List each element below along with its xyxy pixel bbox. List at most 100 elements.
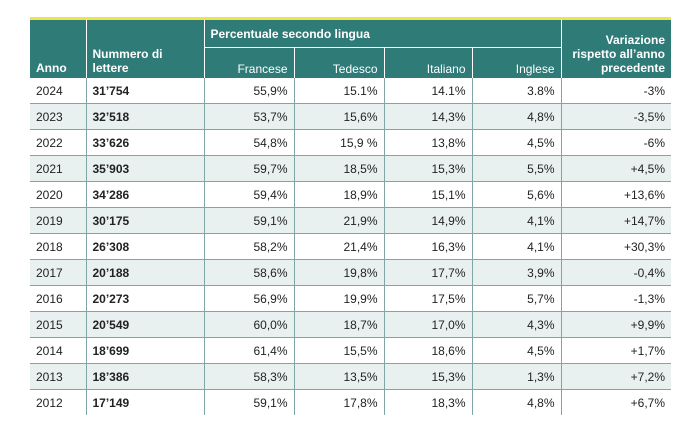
cell-german: 15,5% xyxy=(293,337,384,364)
cell-variation: -0,4% xyxy=(560,259,671,286)
cell-german: 21,9% xyxy=(293,207,384,234)
cell-french: 55,9% xyxy=(203,78,294,104)
cell-year: 2020 xyxy=(30,181,86,208)
cell-german: 15,6% xyxy=(293,103,384,130)
cell-french: 58,3% xyxy=(203,363,294,390)
cell-year: 2022 xyxy=(30,129,86,156)
cell-french: 61,4% xyxy=(203,337,294,364)
cell-english: 4,1% xyxy=(471,233,561,260)
table-row: 2023 32’518 53,7% 15,6% 14,3% 4,8% -3,5% xyxy=(30,103,671,130)
table-row: 2024 31’754 55,9% 15.1% 14.1% 3.8% -3% xyxy=(30,78,671,104)
cell-french: 58,6% xyxy=(203,259,294,286)
table-row: 2017 20’188 58,6% 19,8% 17,7% 3,9% -0,4% xyxy=(30,259,671,286)
cell-german: 19,9% xyxy=(293,285,384,312)
accent-bar xyxy=(30,17,671,20)
cell-french: 53,7% xyxy=(203,103,294,130)
cell-english: 4,3% xyxy=(471,311,561,338)
cell-english: 5,7% xyxy=(471,285,561,312)
header-second-language: Percentuale secondo lingua xyxy=(203,20,561,48)
cell-italian: 14,9% xyxy=(383,207,472,234)
header-letters: Nummero di lettere xyxy=(85,20,204,78)
cell-letters: 20’188 xyxy=(85,259,204,286)
cell-german: 19,8% xyxy=(293,259,384,286)
cell-italian: 17,5% xyxy=(383,285,472,312)
cell-french: 59,7% xyxy=(203,155,294,182)
cell-letters: 34’286 xyxy=(85,181,204,208)
cell-variation: +4,5% xyxy=(560,155,671,182)
cell-italian: 15,3% xyxy=(383,363,472,390)
cell-variation: +9,9% xyxy=(560,311,671,338)
cell-french: 59,1% xyxy=(203,389,294,415)
cell-italian: 17,0% xyxy=(383,311,472,338)
cell-letters: 35’903 xyxy=(85,155,204,182)
cell-french: 60,0% xyxy=(203,311,294,338)
header-english: Inglese xyxy=(471,47,561,78)
cell-letters: 18’699 xyxy=(85,337,204,364)
cell-english: 4,1% xyxy=(471,207,561,234)
cell-german: 21,4% xyxy=(293,233,384,260)
cell-french: 56,9% xyxy=(203,285,294,312)
cell-year: 2023 xyxy=(30,103,86,130)
cell-german: 18,5% xyxy=(293,155,384,182)
cell-letters: 32’518 xyxy=(85,103,204,130)
cell-german: 13,5% xyxy=(293,363,384,390)
table-row: 2022 33’626 54,8% 15,9 % 13,8% 4,5% -6% xyxy=(30,129,671,156)
table-row: 2012 17’149 59,1% 17,8% 18,3% 4,8% +6,7% xyxy=(30,389,671,415)
cell-variation: +30,3% xyxy=(560,233,671,260)
header-french: Francese xyxy=(203,47,294,78)
table-row: 2021 35’903 59,7% 18,5% 15,3% 5,5% +4,5% xyxy=(30,155,671,182)
cell-letters: 31’754 xyxy=(85,78,204,104)
cell-german: 15.1% xyxy=(293,78,384,104)
cell-variation: +13,6% xyxy=(560,181,671,208)
cell-variation: +1,7% xyxy=(560,337,671,364)
cell-french: 59,1% xyxy=(203,207,294,234)
cell-french: 59,4% xyxy=(203,181,294,208)
cell-variation: +6,7% xyxy=(560,389,671,415)
cell-italian: 17,7% xyxy=(383,259,472,286)
cell-year: 2013 xyxy=(30,363,86,390)
cell-variation: -3% xyxy=(560,78,671,104)
cell-variation: -1,3% xyxy=(560,285,671,312)
cell-letters: 20’273 xyxy=(85,285,204,312)
cell-year: 2012 xyxy=(36,395,63,410)
cell-german: 17,8% xyxy=(293,389,384,415)
cell-letters: 26’308 xyxy=(85,233,204,260)
table-row: 2013 18’386 58,3% 13,5% 15,3% 1,3% +7,2% xyxy=(30,363,671,390)
cell-year: 2024 xyxy=(30,78,86,104)
cell-variation: -3,5% xyxy=(560,103,671,130)
cell-year: 2021 xyxy=(30,155,86,182)
cell-english: 4,5% xyxy=(471,337,561,364)
cell-letters: 20’549 xyxy=(85,311,204,338)
cell-english: 1,3% xyxy=(471,363,561,390)
cell-english: 5,6% xyxy=(471,181,561,208)
table-row: 2018 26’308 58,2% 21,4% 16,3% 4,1% +30,3% xyxy=(30,233,671,260)
header-german: Tedesco xyxy=(293,47,384,78)
header-italian: Italiano xyxy=(383,47,472,78)
cell-variation: +14,7% xyxy=(560,207,671,234)
cell-year: 2016 xyxy=(30,285,86,312)
letters-language-table: Anno Nummero di lettere Percentuale seco… xyxy=(30,20,671,415)
cell-letters: 33’626 xyxy=(85,129,204,156)
table-row: 2019 30’175 59,1% 21,9% 14,9% 4,1% +14,7% xyxy=(30,207,671,234)
cell-german: 18,9% xyxy=(293,181,384,208)
cell-year: 2019 xyxy=(30,207,86,234)
cell-italian: 18,3% xyxy=(383,389,472,415)
cell-french: 58,2% xyxy=(203,233,294,260)
cell-italian: 14,3% xyxy=(383,103,472,130)
cell-year: 2014 xyxy=(30,337,86,364)
header-variation: Variazione rispetto all’anno precedente xyxy=(560,20,671,78)
cell-german: 18,7% xyxy=(293,311,384,338)
cell-italian: 15,1% xyxy=(383,181,472,208)
cell-variation: -6% xyxy=(560,129,671,156)
cell-french: 54,8% xyxy=(203,129,294,156)
cell-english: 5,5% xyxy=(471,155,561,182)
cell-year: 2018 xyxy=(30,233,86,260)
table-body: 2024 31’754 55,9% 15.1% 14.1% 3.8% -3% 2023 32’5… xyxy=(30,78,671,415)
cell-italian: 13,8% xyxy=(383,129,472,156)
cell-letters: 18’386 xyxy=(85,363,204,390)
cell-italian: 16,3% xyxy=(383,233,472,260)
cell-english: 3,9% xyxy=(471,259,561,286)
cell-italian: 14.1% xyxy=(383,78,472,104)
cell-variation: +7,2% xyxy=(560,363,671,390)
cell-italian: 15,3% xyxy=(383,155,472,182)
